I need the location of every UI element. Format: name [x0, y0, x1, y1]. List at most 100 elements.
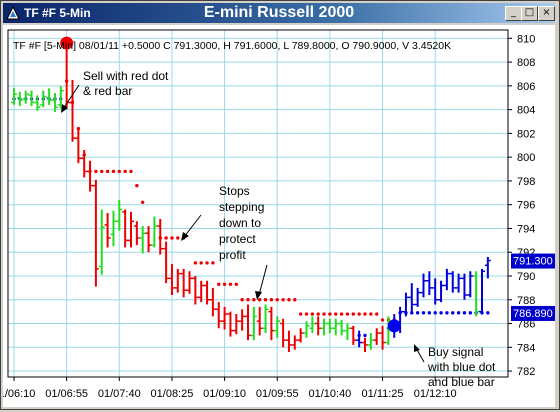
y-tick-label: 788 — [517, 295, 535, 307]
buy-annotation-line-3: and blue bar — [428, 375, 495, 389]
y-tick-label: 800 — [517, 152, 535, 164]
minimize-button[interactable]: _ — [505, 6, 522, 21]
maximize-button[interactable]: □ — [521, 6, 538, 21]
red-stop-dot — [304, 312, 309, 316]
price-bar — [209, 287, 216, 317]
red-stop-dot — [228, 282, 233, 287]
price-bar — [69, 79, 76, 142]
price-bar — [40, 90, 47, 108]
red-stop-dot — [94, 169, 98, 174]
price-bar — [22, 90, 29, 104]
x-tick-label: 01/06:10 — [3, 388, 35, 400]
price-bar — [326, 318, 333, 334]
price-bar — [98, 209, 105, 275]
y-tick-label: 806 — [517, 81, 535, 93]
red-stop-dot — [234, 282, 238, 287]
price-bar — [420, 273, 427, 298]
chart-area[interactable]: 810 808 806 804 802 800 798 796 794 792 790 788 786 7… — [0, 25, 558, 407]
red-stop-dot — [345, 312, 350, 316]
y-tick-label: 804 — [517, 105, 535, 117]
red-stop-dot — [252, 298, 256, 302]
sell-arrow — [62, 84, 80, 110]
price-bar — [11, 88, 17, 105]
price-bar — [180, 268, 187, 298]
price-bar — [256, 306, 263, 336]
price-bar — [133, 221, 140, 246]
price-bar — [245, 304, 251, 341]
price-bar — [227, 311, 234, 337]
price-bar — [28, 90, 35, 107]
blue-stop-dot — [427, 311, 432, 315]
price-bar — [116, 199, 123, 231]
close-button[interactable]: × — [538, 6, 555, 21]
price-bar — [122, 209, 129, 248]
price-bar — [163, 241, 170, 284]
signal-dots — [60, 36, 401, 333]
red-stop-dot — [375, 312, 379, 316]
red-stop-dot — [205, 261, 209, 265]
price-bar — [16, 91, 23, 107]
y-tick-label: 810 — [517, 33, 535, 45]
red-stop-dot — [380, 318, 385, 322]
red-stop-dot — [117, 169, 122, 174]
stops-annotation-line-4: protect — [219, 232, 256, 246]
price-bar — [461, 273, 468, 300]
x-tick-label: 01/11:25 — [362, 388, 404, 400]
price-bar — [75, 128, 82, 164]
stops-annotation-line-2: stepping — [219, 200, 264, 214]
y-tick-label: 786 — [517, 319, 535, 331]
red-stop-dot — [269, 298, 274, 302]
blue-stop-dot — [468, 311, 472, 315]
red-stop-dot — [351, 312, 355, 316]
price-bar — [46, 88, 53, 105]
price-bar — [186, 271, 193, 294]
blue-stop-dot — [439, 311, 443, 315]
price-bar — [309, 316, 316, 334]
price-bars — [11, 43, 491, 353]
stops-arrow-2 — [258, 264, 268, 296]
red-stop-dot — [322, 312, 326, 316]
y-tick-label: 784 — [517, 342, 535, 354]
price-bar — [57, 85, 64, 109]
price-bar — [362, 337, 368, 353]
y-tick-label: 794 — [517, 223, 535, 235]
red-stop-dot — [217, 282, 221, 287]
blue-stop-dot — [421, 311, 426, 315]
red-stop-dot — [105, 169, 110, 174]
price-bar — [51, 92, 58, 112]
red-stop-dot — [176, 236, 180, 240]
price-bar — [332, 318, 339, 336]
red-stop-dot — [298, 312, 303, 316]
price-bar — [285, 330, 292, 353]
time-axis: 01/06:10 01/06:55 01/07:40 01/08:25 01/09:10… — [0, 377, 457, 400]
price-bar — [479, 268, 485, 315]
buy-annotation: Buy signal with blue dot and blue bar — [414, 344, 496, 389]
price-bar — [239, 309, 246, 331]
price-bar — [473, 271, 480, 317]
price-bar — [449, 271, 456, 293]
stop-price-text: 786.890 — [513, 308, 553, 320]
stops-arrowhead-2 — [255, 291, 262, 300]
price-bar — [87, 160, 94, 192]
price-bar — [367, 333, 374, 350]
x-tick-label: 01/10:40 — [308, 388, 351, 400]
y-tick-label: 796 — [517, 200, 535, 212]
price-bar — [455, 273, 462, 293]
blue-stop-dot — [410, 311, 414, 315]
window-title: E-mini Russell 2000 — [203, 4, 355, 21]
x-tick-label: 01/09:10 — [203, 388, 246, 400]
red-stop-dot — [263, 298, 268, 302]
buy-annotation-line-1: Buy signal — [428, 345, 483, 359]
price-bar — [344, 323, 351, 341]
sell-annotation: Sell with red dot & red bar — [61, 69, 169, 113]
price-bar — [321, 318, 328, 336]
stops-arrow-1 — [183, 214, 202, 238]
x-tick-label: 01/09:55 — [256, 388, 299, 400]
price-chart[interactable]: 8108088068048028007987967947927907887867… — [0, 25, 558, 407]
price-bar — [315, 316, 322, 336]
y-tick-label: 808 — [517, 57, 535, 69]
blue-stop-dot — [433, 311, 437, 315]
y-tick-label: 782 — [517, 366, 535, 378]
red-stop-dot — [211, 261, 215, 265]
title-bar[interactable]: TF #F 5-Min E-mini Russell 2000 _ □ × — [3, 3, 555, 23]
